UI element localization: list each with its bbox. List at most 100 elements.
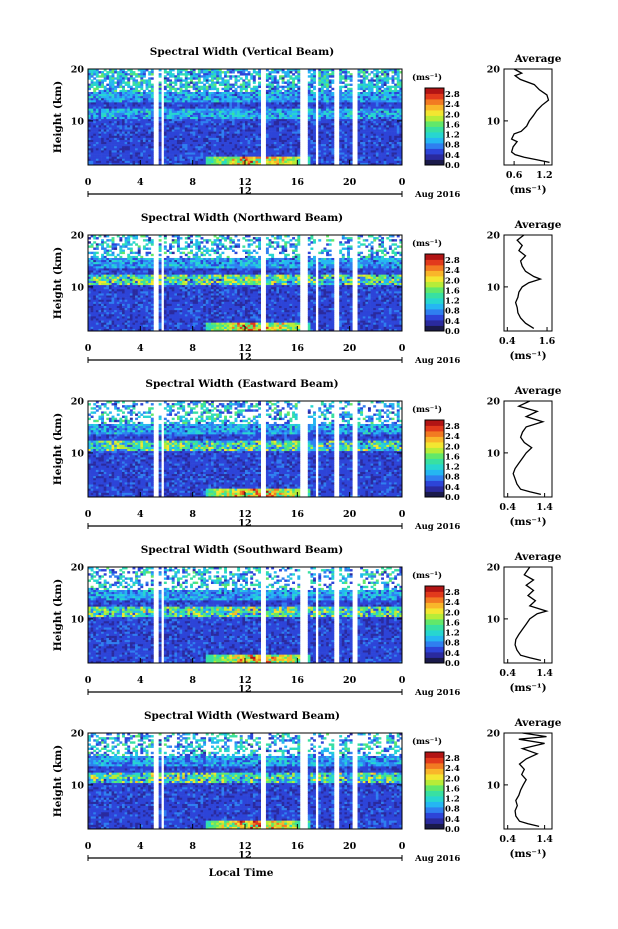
heatmap-cell (205, 110, 209, 114)
heatmap-cell (103, 162, 107, 166)
heatmap-cell (119, 146, 123, 149)
heatmap-cell (360, 139, 364, 143)
heatmap-cell (195, 89, 199, 93)
heatmap-cell (271, 156, 275, 160)
heatmap-cell (357, 125, 361, 128)
heatmap-cell (252, 121, 256, 124)
heatmap-cell (284, 144, 288, 147)
heatmap-cell (234, 158, 238, 162)
heatmap-cell (171, 73, 175, 76)
heatmap-cell (124, 125, 128, 128)
heatmap-cell (221, 123, 225, 126)
heatmap-cell (284, 156, 288, 160)
heatmap-cell (271, 152, 275, 155)
heatmap-cell (268, 123, 272, 126)
heatmap-cell (218, 125, 222, 128)
heatmap-cell (197, 114, 201, 118)
heatmap-cell (357, 87, 361, 91)
heatmap-cell (367, 106, 371, 109)
heatmap-cell (88, 158, 91, 162)
heatmap-cell (140, 71, 144, 74)
heatmap-cell (318, 108, 322, 112)
heatmap-cell (145, 160, 149, 164)
heatmap-cell (284, 100, 288, 103)
heatmap-cell (122, 77, 125, 80)
heatmap-cell (245, 102, 248, 105)
heatmap-cell (273, 131, 277, 134)
heatmap-cell (135, 148, 139, 151)
heatmap-cell (391, 131, 395, 134)
heatmap-cell (190, 75, 193, 78)
heatmap-cell (169, 119, 173, 122)
heatmap-cell (281, 106, 285, 109)
heatmap-cell (328, 146, 332, 149)
heatmap-cell (150, 100, 154, 103)
heatmap-cell (127, 110, 131, 114)
heatmap-cell (289, 110, 293, 114)
heatmap-cell (318, 239, 322, 242)
heatmap-cell (114, 154, 118, 157)
heatmap-cell (145, 121, 149, 124)
heatmap-cell (286, 148, 290, 151)
heatmap-cell (200, 119, 204, 122)
heatmap-cell (245, 235, 248, 238)
heatmap-cell (242, 160, 246, 164)
heatmap-cell (218, 123, 222, 126)
heatmap-cell (394, 125, 398, 128)
heatmap-cell (190, 98, 193, 101)
heatmap-cell (98, 160, 102, 164)
heatmap-cell (184, 98, 188, 101)
heatmap-cell (205, 239, 209, 242)
heatmap-cell (245, 91, 248, 95)
heatmap-cell (169, 137, 173, 141)
heatmap-cell (182, 104, 186, 107)
heatmap-cell (132, 135, 136, 139)
heatmap-cell (148, 239, 152, 242)
heatmap-cell (114, 148, 118, 151)
heatmap-cell (98, 139, 102, 143)
heatmap-cell (93, 81, 97, 84)
heatmap-cell (93, 135, 97, 139)
heatmap-cell (129, 69, 133, 72)
heatmap-cell (176, 127, 180, 130)
heatmap-cell (362, 85, 366, 89)
heatmap-cell (276, 243, 280, 246)
heatmap-cell (394, 112, 398, 116)
heatmap-cell (255, 142, 259, 145)
heatmap-cell (218, 69, 222, 72)
heatmap-cell (218, 135, 222, 139)
heatmap-cell (250, 104, 254, 107)
heatmap-cell (318, 137, 322, 141)
heatmap-cell (205, 144, 209, 147)
heatmap-cell (349, 102, 353, 105)
heatmap-cell (197, 112, 201, 116)
heatmap-cell (187, 91, 191, 95)
heatmap-cell (88, 137, 91, 141)
heatmap-cell (135, 104, 139, 107)
heatmap-cell (391, 98, 395, 101)
heatmap-cell (294, 245, 298, 248)
heatmap-cell (292, 117, 296, 120)
heatmap-cell (297, 156, 301, 160)
heatmap-cell (289, 87, 293, 91)
heatmap-cell (307, 87, 311, 91)
heatmap-cell (176, 129, 180, 132)
heatmap-cell (237, 102, 241, 105)
heatmap-cell (297, 96, 301, 99)
heatmap-cell (349, 119, 353, 122)
heatmap-cell (365, 158, 369, 162)
heatmap-cell (106, 146, 110, 149)
heatmap-cell (347, 110, 350, 114)
heatmap-cell (98, 152, 102, 155)
heatmap-cell (344, 110, 348, 114)
heatmap-cell (114, 135, 118, 139)
heatmap-cell (174, 77, 178, 80)
heatmap-cell (399, 96, 403, 99)
x-tick-label: 16 (291, 177, 305, 188)
heatmap-cell (273, 119, 277, 122)
heatmap-cell (247, 148, 251, 151)
heatmap-cell (320, 139, 324, 143)
heatmap-cell (224, 83, 227, 86)
heatmap-cell (174, 98, 178, 101)
heatmap-cell (318, 79, 322, 82)
